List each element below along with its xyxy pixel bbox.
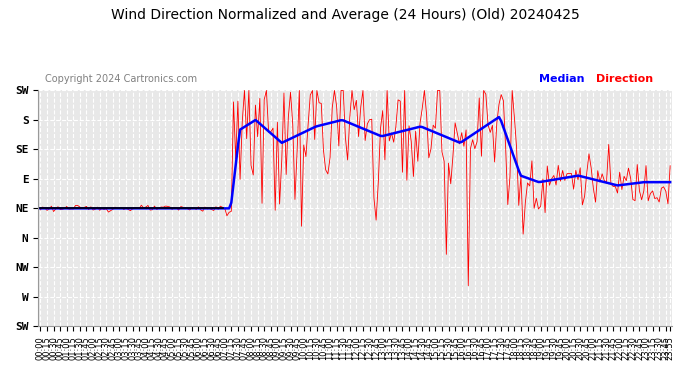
Text: Wind Direction Normalized and Average (24 Hours) (Old) 20240425: Wind Direction Normalized and Average (2… [110,8,580,21]
Text: Copyright 2024 Cartronics.com: Copyright 2024 Cartronics.com [45,74,197,84]
Text: Direction: Direction [596,74,653,84]
Text: Median: Median [539,74,584,84]
